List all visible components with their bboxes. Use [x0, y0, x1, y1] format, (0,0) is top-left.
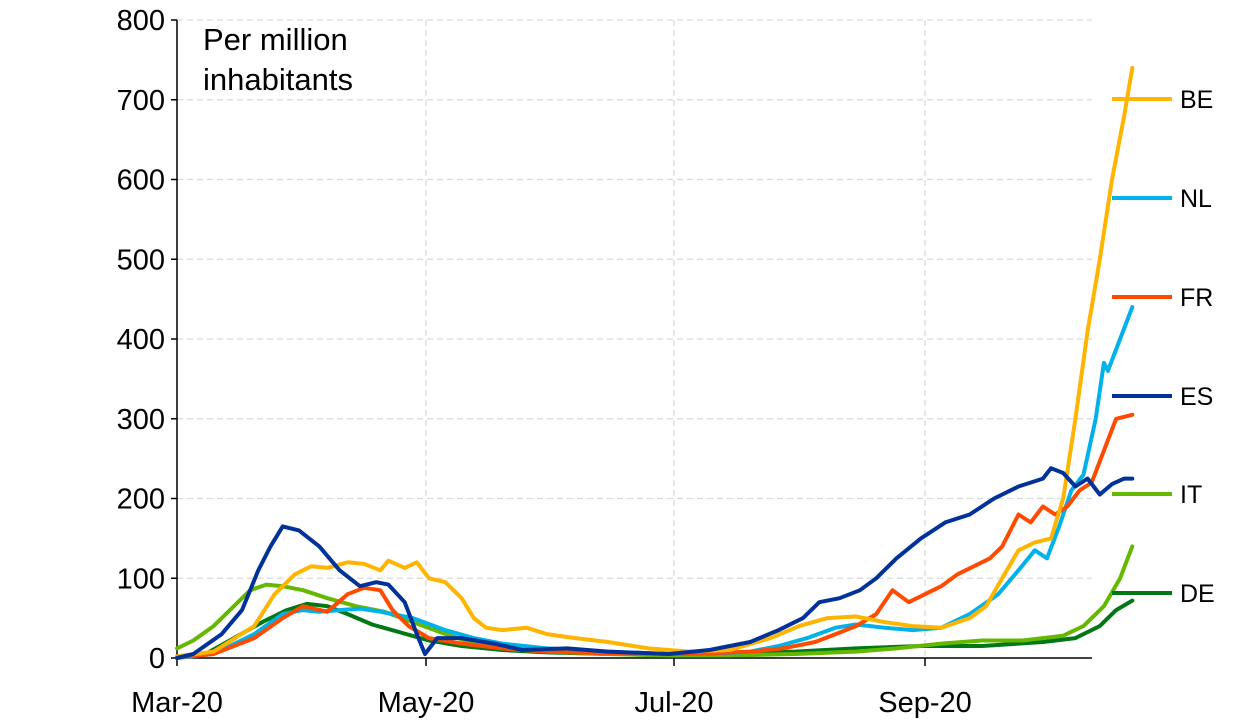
series-lines	[175, 65, 1135, 660]
series-line-es	[175, 466, 1135, 660]
y-tick-labels: 0 100 200 300 400 500 600 700 800	[117, 5, 165, 675]
annotation-line-2: inhabitants	[203, 62, 353, 97]
legend-label-es: ES	[1180, 383, 1213, 411]
x-tick-label: Sep-20	[878, 687, 972, 719]
y-tick-label: 300	[117, 404, 165, 436]
y-tick-label: 100	[117, 563, 165, 595]
x-tick-label: Mar-20	[131, 687, 223, 719]
x-tick-label: Jul-20	[635, 687, 714, 719]
annotation-line-1: Per million	[203, 22, 348, 57]
x-tick-labels: Mar-20 May-20 Jul-20 Sep-20	[131, 687, 972, 719]
y-tick-label: 700	[117, 85, 165, 117]
series-line-nl	[175, 305, 1135, 660]
legend-label-be: BE	[1180, 86, 1213, 114]
series-line-fr	[175, 412, 1135, 660]
y-tick-label: 600	[117, 165, 165, 197]
legend-label-it: IT	[1180, 481, 1202, 509]
y-tick-label: 800	[117, 5, 165, 37]
legend-label-fr: FR	[1180, 284, 1213, 312]
series-line-be	[175, 65, 1135, 659]
y-tick-label: 500	[117, 244, 165, 276]
y-tick-label: 400	[117, 324, 165, 356]
legend: BE NL FR ES IT DE	[1112, 86, 1215, 608]
x-tick-label: May-20	[378, 687, 475, 719]
axes	[171, 19, 1092, 666]
legend-label-de: DE	[1180, 580, 1215, 608]
grid-lines	[177, 19, 1092, 658]
legend-label-nl: NL	[1180, 185, 1212, 213]
y-tick-label: 0	[149, 643, 165, 675]
y-tick-label: 200	[117, 484, 165, 516]
